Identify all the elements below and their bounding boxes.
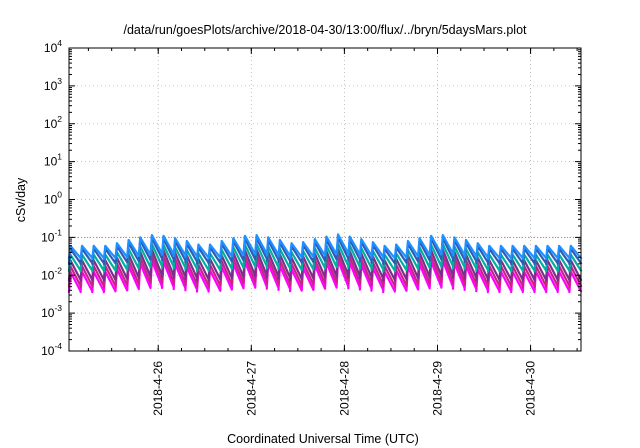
series-layer — [67, 233, 583, 294]
x-tick-label: 2018-4-27 — [244, 361, 258, 416]
series-line-5 — [67, 236, 583, 266]
x-tick-label: 2018-4-28 — [337, 361, 351, 416]
y-tick-label: 103 — [44, 76, 62, 93]
y-tick-label: 10-3 — [41, 303, 62, 320]
y-axis: 10-4 10-3 10-2 10-1 100 101 102 103 104 — [41, 38, 581, 358]
x-axis-label: Coordinated Universal Time (UTC) — [227, 432, 419, 446]
x-axis: 2018-4-26 2018-4-27 2018-4-28 2018-4-29 2018… — [87, 48, 578, 416]
y-tick-label: 10-4 — [41, 341, 62, 358]
grid — [69, 48, 581, 351]
series-line-2 — [67, 253, 583, 288]
chart-title: /data/run/goesPlots/archive/2018-04-30/1… — [123, 23, 527, 37]
y-tick-label: 101 — [44, 152, 62, 169]
y-tick-label: 102 — [44, 114, 62, 131]
x-tick-label: 2018-4-26 — [151, 361, 165, 416]
y-tick-label: 10-2 — [41, 265, 62, 282]
series-line-3 — [67, 247, 583, 282]
x-tick-label: 2018-4-29 — [430, 361, 444, 416]
y-tick-label: 100 — [44, 190, 62, 207]
y-tick-label: 104 — [44, 38, 62, 55]
series-line-6 — [67, 233, 583, 260]
x-tick-label: 2018-4-30 — [524, 361, 538, 416]
y-axis-label: cSv/day — [14, 177, 28, 222]
y-tick-label: 10-1 — [41, 227, 62, 244]
